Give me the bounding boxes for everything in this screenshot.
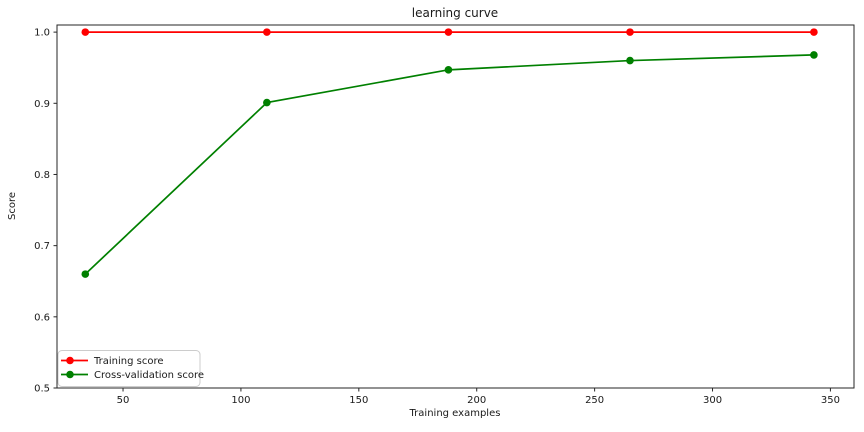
data-point-marker xyxy=(81,28,90,36)
series-line xyxy=(84,54,814,275)
x-tick-label: 150 xyxy=(349,395,368,406)
data-point-marker xyxy=(626,56,634,65)
y-tick-label: 1.0 xyxy=(34,28,50,39)
x-tick-label: 200 xyxy=(467,395,486,406)
x-tick-label: 100 xyxy=(231,395,250,406)
x-tick-label: 50 xyxy=(117,395,130,406)
data-point-marker xyxy=(626,28,634,36)
legend-box xyxy=(57,350,201,387)
y-tick-label: 0.9 xyxy=(34,99,50,110)
legend: Training score Cross-validation score xyxy=(57,350,204,387)
legend-label: Training score xyxy=(93,356,164,367)
chart-title: learning curve xyxy=(412,6,498,20)
y-tick-label: 0.8 xyxy=(34,170,50,181)
x-axis-label: Training examples xyxy=(409,408,501,419)
y-tick-label: 0.5 xyxy=(34,384,50,395)
legend-label: Cross-validation score xyxy=(94,370,204,381)
legend-sample-marker xyxy=(66,370,74,379)
data-point-marker xyxy=(810,28,818,36)
x-tick-label: 250 xyxy=(585,395,604,406)
data-point-marker xyxy=(81,270,90,278)
y-tick-label: 0.6 xyxy=(34,312,50,323)
data-series xyxy=(81,28,818,278)
legend-sample-marker xyxy=(66,356,74,365)
plot-frame xyxy=(56,24,855,389)
y-tick-label: 0.7 xyxy=(34,241,50,252)
x-tick-label: 300 xyxy=(703,395,722,406)
data-point-marker xyxy=(263,98,271,107)
axes-spines xyxy=(56,24,855,389)
data-point-marker xyxy=(810,51,818,59)
data-point-marker xyxy=(444,66,453,74)
data-point-marker xyxy=(444,28,453,36)
x-tick-label: 350 xyxy=(821,395,840,406)
y-axis-label: Score xyxy=(7,192,18,220)
data-point-marker xyxy=(263,28,271,36)
axis-ticks: 50 100 150 200 250 300 350 0.5 0.6 0.7 0.8 0.9 1.0 xyxy=(34,28,840,406)
